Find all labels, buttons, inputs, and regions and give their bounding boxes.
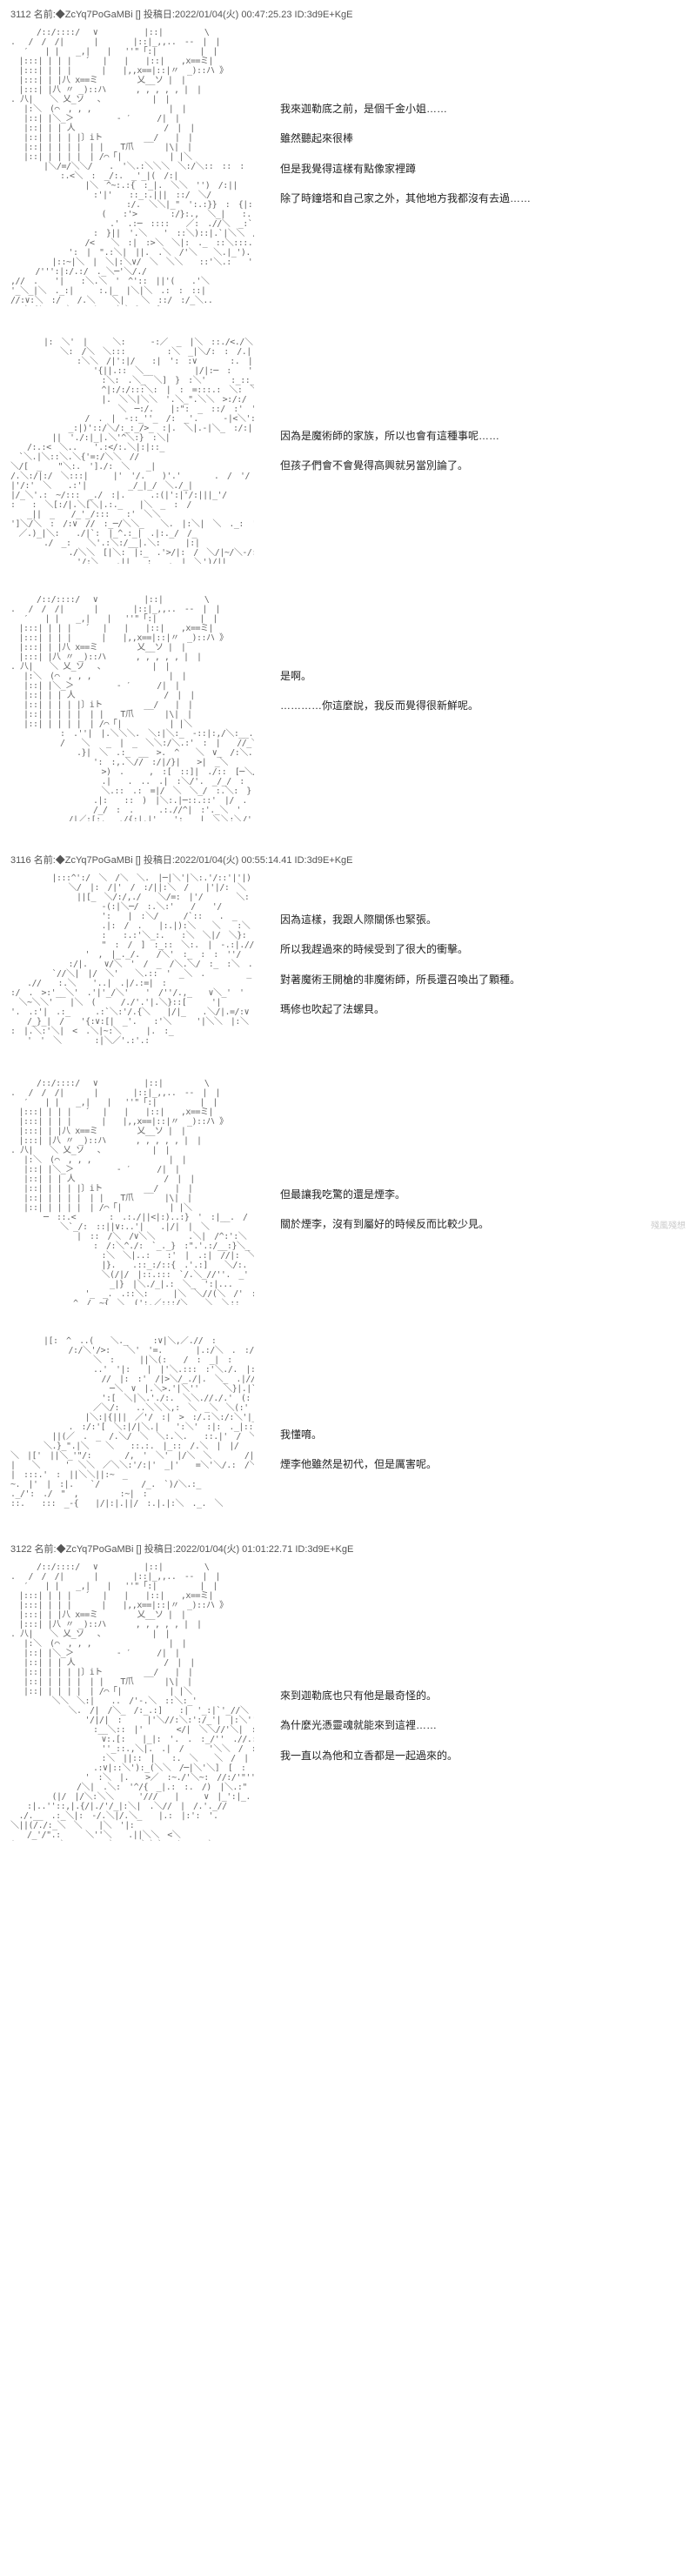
dialogue-line: 我來迦勒底之前，是個千金小姐……: [280, 97, 686, 120]
watermark: 殘風殘想: [651, 1218, 686, 1231]
post-body: /::/::::/ ∨ |::| \ . / / /| | |::|_,,.. …: [10, 28, 686, 306]
post-date: 2022/01/04(火) 01:01:22.71: [176, 1544, 293, 1555]
post-date: 2022/01/04(火) 00:47:25.23: [175, 10, 292, 20]
dialogue-line: 瑪修也吹起了法螺貝。: [280, 998, 686, 1020]
ascii-art: /::/::::/ ∨ |::| \ . / / /| | |::|_,,.. …: [10, 1079, 254, 1305]
ascii-art: /::/::::/ ∨ |::| \ . / / /| | |::|_,,.. …: [10, 595, 254, 821]
dialogue-line: 因為這樣，我跟人際關係也緊張。: [280, 908, 686, 931]
dialogue-line: 雖然聽起來很棒: [280, 127, 686, 150]
dialogue-line: 我懂唷。: [280, 1423, 686, 1446]
dialogue-line: 所以我趕過來的時候受到了很大的衝擊。: [280, 938, 686, 960]
ascii-art: |:::^':/ ＼ /＼ ＼. |─|＼'|＼:.'/::'|'|) ＼/ |…: [10, 873, 254, 1047]
dialogue-line: 但最讓我吃驚的還是煙李。: [280, 1183, 686, 1206]
forum-post: |: ＼' | ＼: -:／ _ |＼ ::./<./＼ ＼: /＼ ＼::: …: [0, 331, 696, 571]
post-number: 3116: [10, 855, 31, 866]
post-number: 3122: [10, 1544, 31, 1555]
dialogue-line: 因為是魔術師的家族，所以也會有這種事呢……: [280, 425, 686, 447]
post-body: |: ＼' | ＼: -:／ _ |＼ ::./<./＼ ＼: /＼ ＼::: …: [10, 338, 686, 564]
post-body: |:::^':/ ＼ /＼ ＼. |─|＼'|＼:.'/::'|'|) ＼/ |…: [10, 873, 686, 1047]
ascii-art: |[: ^ ..( ＼._ :∨|＼,／.// : /:/＼'/>: ＼' '=…: [10, 1336, 254, 1510]
forum-post: 3112 名前:◆ZcYq7PoGaMBi [] 投稿日:2022/01/04(…: [0, 0, 696, 313]
post-id: ID:3d9E+KgE: [295, 10, 353, 20]
post-header: 3116 名前:◆ZcYq7PoGaMBi [] 投稿日:2022/01/04(…: [10, 853, 686, 866]
ascii-art: /::/::::/ ∨ |::| \ . / / /| | |::|_,,.. …: [10, 1562, 254, 1841]
dialogue-line: 我一直以為他和立香都是一起過來的。: [280, 1744, 686, 1767]
post-body: /::/::::/ ∨ |::| \ . / / /| | |::|_,,.. …: [10, 1562, 686, 1841]
dialogue-text: 我來迦勒底之前，是個千金小姐…… 雖然聽起來很棒但是我覺得這樣有點像家裡蹲除了時鐘…: [280, 28, 686, 217]
forum-post: |[: ^ ..( ＼._ :∨|＼,／.// : /:/＼'/>: ＼' '=…: [0, 1329, 696, 1517]
dialogue-line: 為什麼光憑靈魂就能來到這裡……: [280, 1714, 686, 1736]
post-header: 3122 名前:◆ZcYq7PoGaMBi [] 投稿日:2022/01/04(…: [10, 1542, 686, 1556]
dialogue-line: 是啊。: [280, 665, 686, 687]
dialogue-line: 來到迦勒底也只有他是最奇怪的。: [280, 1684, 686, 1707]
dialogue-text: 我懂唷。煙李他雖然是初代，但是厲害呢。: [280, 1336, 686, 1483]
dialogue-text: 因為是魔術師的家族，所以也會有這種事呢…… 但孩子們會不會覺得高興就另當別論了。: [280, 338, 686, 485]
dialogue-text: 是啊。 …………你這麼說，我反而覺得很新鮮呢。: [280, 595, 686, 725]
forum-post: 3116 名前:◆ZcYq7PoGaMBi [] 投稿日:2022/01/04(…: [0, 846, 696, 1054]
forum-post: /::/::::/ ∨ |::| \ . / / /| | |::|_,,.. …: [0, 1072, 696, 1312]
post-author: ◆ZcYq7PoGaMBi: [57, 1544, 134, 1555]
post-id: ID:3d9E+KgE: [295, 855, 353, 866]
dialogue-line: 但是我覺得這樣有點像家裡蹲: [280, 157, 686, 180]
post-number: 3112: [10, 10, 31, 20]
dialogue-text: 但最讓我吃驚的還是煙李。關於煙李，沒有到屬好的時候反而比較少見。: [280, 1079, 686, 1243]
forum-post: 3122 名前:◆ZcYq7PoGaMBi [] 投稿日:2022/01/04(…: [0, 1535, 696, 1848]
forum-post: /::/::::/ ∨ |::| \ . / / /| | |::|_,,.. …: [0, 588, 696, 828]
ascii-art: /::/::::/ ∨ |::| \ . / / /| | |::|_,,.. …: [10, 28, 254, 306]
dialogue-line: 但孩子們會不會覺得高興就另當別論了。: [280, 454, 686, 477]
post-author: ◆ZcYq7PoGaMBi: [56, 855, 133, 866]
post-body: |[: ^ ..( ＼._ :∨|＼,／.// : /:/＼'/>: ＼' '=…: [10, 1336, 686, 1510]
dialogue-line: …………你這麼說，我反而覺得很新鮮呢。: [280, 694, 686, 717]
post-body: /::/::::/ ∨ |::| \ . / / /| | |::|_,,.. …: [10, 1079, 686, 1305]
dialogue-text: 因為這樣，我跟人際關係也緊張。所以我趕過來的時候受到了很大的衝擊。對著魔術王開槍…: [280, 873, 686, 1028]
dialogue-line: 關於煙李，沒有到屬好的時候反而比較少見。: [280, 1213, 686, 1235]
post-header: 3112 名前:◆ZcYq7PoGaMBi [] 投稿日:2022/01/04(…: [10, 7, 686, 21]
dialogue-line: 煙李他雖然是初代，但是厲害呢。: [280, 1453, 686, 1475]
post-date: 2022/01/04(火) 00:55:14.41: [175, 855, 292, 866]
ascii-art: |: ＼' | ＼: -:／ _ |＼ ::./<./＼ ＼: /＼ ＼::: …: [10, 338, 254, 564]
post-id: ID:3d9E+KgE: [295, 1544, 353, 1555]
post-author: ◆ZcYq7PoGaMBi: [56, 10, 133, 20]
dialogue-text: 來到迦勒底也只有他是最奇怪的。為什麼光憑靈魂就能來到這裡…… 我一直以為他和立香都…: [280, 1562, 686, 1774]
dialogue-line: 對著魔術王開槍的非魔術師，所長還召喚出了顆種。: [280, 968, 686, 991]
post-body: /::/::::/ ∨ |::| \ . / / /| | |::|_,,.. …: [10, 595, 686, 821]
dialogue-line: 除了時鐘塔和自己家之外，其他地方我都沒有去過……: [280, 187, 686, 210]
